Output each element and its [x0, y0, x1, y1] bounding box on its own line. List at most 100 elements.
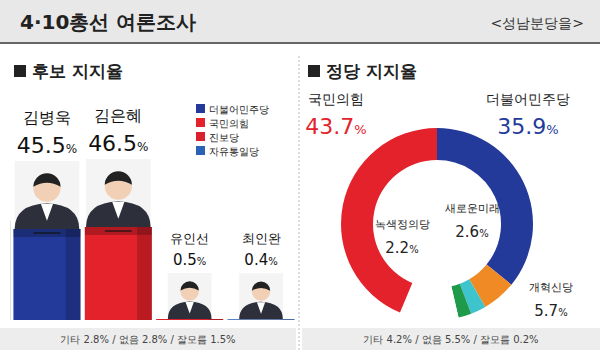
candidate-name: 최인완 — [242, 231, 281, 246]
value-axis-line — [10, 221, 11, 321]
data-label-unit: % — [66, 142, 77, 156]
value-axis — [10, 221, 11, 321]
legend-swatch — [196, 146, 205, 155]
header-band — [0, 0, 600, 42]
note: 기타 2.8% / 없음 2.8% / 잘모름 1.5% — [60, 334, 235, 345]
bar-shade — [137, 227, 152, 320]
data-label: 43.7% — [305, 114, 366, 139]
data-label-unit: % — [546, 122, 558, 137]
photo-bg — [239, 273, 283, 319]
legend-swatch — [196, 118, 205, 127]
legend: 더불어민주당국민의힘진보당자유통일당 — [196, 104, 269, 157]
slice — [433, 286, 458, 320]
photo-shirt — [257, 302, 265, 314]
background — [0, 0, 600, 352]
section-title: 후보 지지율 — [32, 61, 123, 81]
slices — [341, 128, 533, 320]
header-rule — [0, 42, 600, 44]
data-label-number: 2.6 — [455, 223, 479, 241]
box-slot — [34, 232, 61, 234]
note-band — [0, 328, 296, 350]
photo-suit — [15, 203, 80, 229]
data-label-unit: % — [558, 307, 568, 318]
slice-name: 새로운미래 — [445, 202, 500, 214]
data-label-number: 45.5 — [17, 133, 66, 158]
photo-shirt — [186, 302, 194, 314]
candidate-photo — [168, 273, 212, 319]
slice-name: 녹색정의당 — [375, 218, 430, 230]
legend-label: 국민의힘 — [209, 118, 249, 129]
box-lid — [85, 227, 152, 235]
photo-bg — [168, 273, 212, 319]
slice — [341, 128, 437, 313]
section-marker — [14, 65, 26, 77]
note-separator: / — [412, 334, 422, 345]
note-category: 기타 — [363, 334, 383, 345]
photo-hair — [252, 281, 270, 290]
note: 기타 4.2% / 없음 5.5% / 잘모름 0.2% — [363, 334, 538, 345]
photo-hair — [180, 281, 198, 290]
data-label: 0.5% — [173, 251, 206, 269]
bar-shade — [208, 319, 223, 320]
data-label-unit: % — [479, 228, 489, 239]
note-category: 잘모름 — [480, 334, 510, 345]
box-lid — [13, 229, 80, 237]
data-label-number: 2.2 — [385, 239, 409, 257]
data-label-unit: % — [268, 256, 278, 267]
data-label-unit: % — [354, 122, 366, 137]
bar — [13, 229, 80, 320]
candidate-photo — [239, 273, 283, 319]
slice-name: 국민의힘 — [308, 91, 364, 107]
photo-suit — [86, 201, 151, 227]
candidate-photo — [86, 159, 151, 227]
note-band — [302, 328, 600, 350]
note-category: 없음 — [422, 334, 442, 345]
section-marker — [308, 65, 320, 77]
bars — [13, 227, 294, 320]
data-label: 46.5% — [88, 131, 148, 156]
data-label-number: 43.7 — [305, 114, 354, 139]
note-separator: / — [470, 334, 480, 345]
photo-suit — [168, 302, 212, 319]
legend-swatch — [196, 132, 205, 141]
data-label-unit: % — [409, 244, 419, 255]
photo-face — [252, 282, 270, 300]
data-label: 2.2% — [385, 239, 418, 257]
data-label: 2.6% — [455, 223, 488, 241]
panel-divider — [299, 56, 300, 350]
slice-name: 더불어민주당 — [486, 91, 570, 107]
photo-bg — [15, 161, 80, 229]
bar-texts: 45.5%김병욱46.5%김은혜0.5%유인선0.4%최인완 — [15, 106, 283, 319]
candidate-name: 김병욱 — [23, 108, 71, 127]
data-label: 0.4% — [244, 251, 277, 269]
candidate-photo — [15, 161, 80, 229]
photo-hair — [105, 171, 132, 185]
data-label-number: 0.5 — [173, 251, 197, 269]
candidate-name: 유인선 — [170, 231, 209, 246]
slice-name: 개혁신당 — [529, 281, 573, 293]
note-value: 4.2% — [387, 334, 412, 345]
photo-shirt — [41, 204, 53, 221]
photo-bg — [86, 159, 151, 227]
chart-svg: 4·10총선 여론조사<성남분당을>후보 지지율45.5%김병욱46.5%김은혜… — [0, 0, 600, 352]
header-title: 4·10총선 여론조사 — [20, 10, 196, 34]
slice — [437, 128, 533, 285]
data-label-number: 5.7 — [534, 302, 558, 320]
data-label-number: 35.9 — [497, 114, 546, 139]
candidate-panel: 후보 지지율45.5%김병욱46.5%김은혜0.5%유인선0.4%최인완더불어민… — [0, 61, 296, 350]
bar — [85, 227, 152, 320]
note-value: 0.2% — [513, 334, 538, 345]
section-title: 정당 지지율 — [326, 61, 417, 81]
photo-face — [180, 282, 198, 300]
data-label-number: 46.5 — [88, 131, 137, 156]
data-label-unit: % — [137, 140, 148, 154]
chart-root: 4·10총선 여론조사<성남분당을>후보 지지율45.5%김병욱46.5%김은혜… — [0, 0, 600, 352]
party-panel: 정당 지지율더불어민주당 35.9% 개혁신당 5.7% 새로운미래 2.6% 녹색정의당 2… — [302, 61, 600, 350]
data-label: 35.9% — [497, 114, 558, 139]
legend-label: 진보당 — [209, 132, 239, 143]
legend-label: 자유통일당 — [209, 146, 259, 157]
photo-shirt — [112, 202, 124, 219]
slice-labels: 더불어민주당 35.9% 개혁신당 5.7% 새로운미래 2.6% 녹색정의당 2.2% 국민의… — [305, 91, 573, 320]
data-label-number: 0.4 — [244, 251, 268, 269]
data-label: 45.5% — [17, 133, 77, 158]
